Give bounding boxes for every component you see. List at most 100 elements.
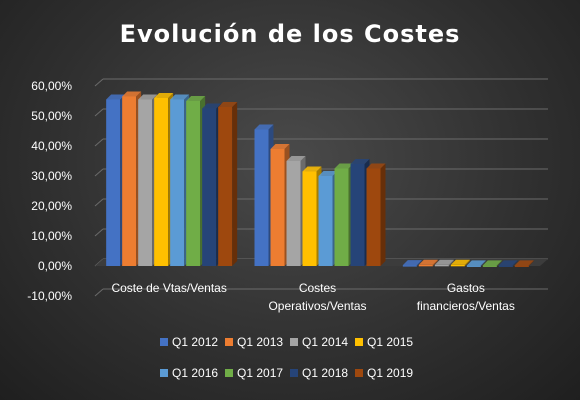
bar-top [218, 102, 238, 107]
legend-label: Q1 2014 [302, 335, 348, 349]
legend-item: Q1 2019 [355, 366, 413, 380]
bar [482, 260, 502, 267]
bar-front [218, 107, 233, 266]
bar-side [448, 259, 454, 266]
category-label: Operativos/Ventas [268, 299, 366, 313]
y-tick-label: 10,00% [31, 229, 72, 243]
legend-swatch [225, 338, 233, 346]
bar-front [466, 265, 481, 267]
bar-front [514, 265, 529, 267]
bar-top [514, 260, 534, 266]
bar-top [270, 144, 290, 149]
bar-top [202, 103, 222, 109]
bar-top [482, 260, 502, 266]
legend-label: Q1 2018 [302, 366, 348, 380]
bar-front [302, 171, 317, 266]
bar-front [334, 168, 349, 266]
bar-front [318, 176, 333, 266]
bar-top [302, 166, 322, 172]
gridline-depth [94, 198, 104, 207]
bar-front [202, 108, 217, 266]
bar-front [450, 264, 465, 267]
bar [366, 163, 386, 266]
legend-swatch [290, 369, 298, 377]
bar-top [318, 171, 338, 176]
bar-top [466, 260, 486, 266]
legend-label: Q1 2015 [367, 335, 413, 349]
bar-top [186, 96, 206, 101]
bar-top [138, 94, 158, 100]
bar-front [106, 99, 121, 266]
legend-item: Q1 2016 [160, 366, 218, 380]
legend-item: Q1 2012 [160, 335, 218, 349]
bar-front [154, 98, 169, 266]
y-tick-label: 50,00% [31, 109, 72, 123]
category-label: Costes [299, 281, 336, 295]
legend-item: Q1 2014 [290, 335, 348, 349]
bar-front [122, 96, 137, 266]
legend-label: Q1 2019 [367, 366, 413, 380]
legend-item: Q1 2015 [355, 335, 413, 349]
bar [418, 259, 438, 267]
bar-side [416, 260, 422, 266]
bar-top [254, 124, 274, 130]
bar-side [480, 260, 486, 266]
bar-top [418, 259, 438, 265]
bar-top [106, 94, 126, 100]
bar-side [496, 260, 502, 266]
y-tick-label: 40,00% [31, 139, 72, 153]
bar [218, 102, 238, 266]
bar [402, 260, 422, 267]
gridline-depth [94, 168, 104, 177]
bar-top [122, 91, 142, 97]
legend-swatch [160, 369, 168, 377]
bar [434, 259, 454, 267]
bar-front [366, 168, 381, 266]
y-tick-label: 20,00% [31, 199, 72, 213]
bar-top [434, 259, 454, 265]
y-tick-label: 0,00% [38, 259, 72, 273]
bar [450, 259, 470, 267]
y-tick-label: 60,00% [31, 79, 72, 93]
bar-top [170, 94, 190, 100]
bar-front [498, 265, 513, 267]
category-label: financieros/Ventas [417, 299, 515, 313]
bar-front [286, 161, 301, 266]
gridline-depth [94, 78, 104, 87]
bar-side [512, 260, 518, 266]
bar-top [286, 156, 306, 161]
bar-front [482, 265, 497, 267]
bar-front [270, 149, 285, 266]
plot-area: 60,00% 50,00% 40,00% 30,00% 20,00% 10,00% 0,00… [27, 78, 548, 313]
bar-top [402, 260, 422, 266]
bar [498, 260, 518, 267]
gridline-depth [94, 228, 104, 237]
legend-label: Q1 2016 [172, 366, 218, 380]
bar-side [464, 259, 470, 266]
bar-top [154, 93, 174, 98]
legend: Q1 2012 Q1 2013 Q1 2014 Q1 2015 Q1 2016 Q1 20… [160, 335, 413, 380]
bar-front [138, 99, 153, 266]
y-tick-label: 30,00% [31, 169, 72, 183]
legend-item: Q1 2013 [225, 335, 283, 349]
bar-top [450, 259, 470, 265]
legend-swatch [160, 338, 168, 346]
legend-swatch [290, 338, 298, 346]
gridline-depth [94, 288, 104, 297]
y-tick-label: -10,00% [27, 289, 72, 303]
bar-front [402, 265, 417, 267]
legend-label: Q1 2013 [237, 335, 283, 349]
bar-side [380, 163, 386, 266]
category-label: Gastos [447, 281, 485, 295]
bar-front [434, 264, 449, 267]
bar-top [498, 260, 518, 266]
bar-top [334, 163, 354, 169]
bar [466, 260, 486, 267]
bar-front [186, 101, 201, 266]
bar-front [170, 99, 185, 266]
legend-swatch [225, 369, 233, 377]
bar-side [432, 259, 438, 266]
bar-front [418, 264, 433, 267]
gridline-depth [94, 138, 104, 147]
